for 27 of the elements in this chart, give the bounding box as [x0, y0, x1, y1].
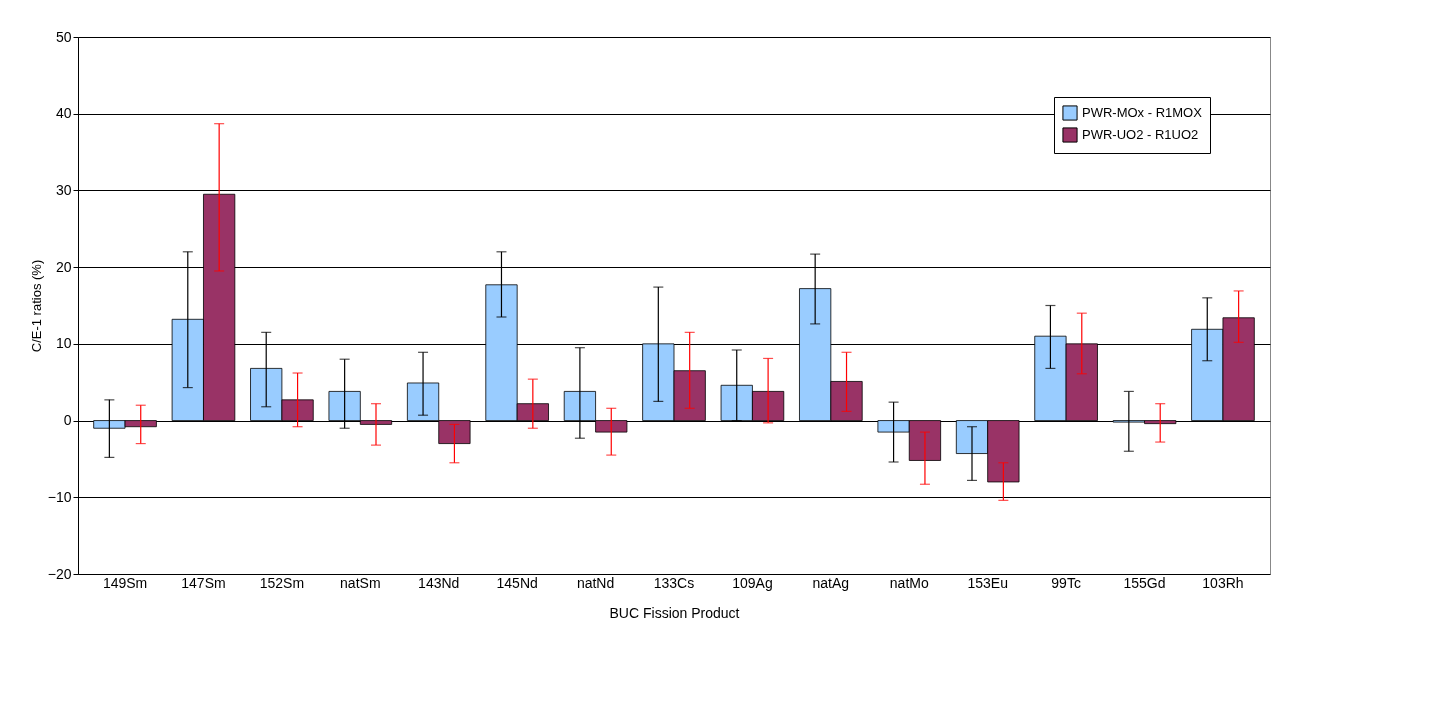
legend-label: PWR-UO2 - R1UO2: [1082, 127, 1199, 142]
x-tick-label: 143Nd: [418, 574, 460, 591]
y-tick-label: 50: [55, 28, 72, 45]
legend-label: PWR-MOx - R1MOX: [1082, 105, 1203, 120]
x-tick-label: 152Sm: [259, 574, 305, 591]
x-axis-title: BUC Fission Product: [609, 604, 740, 621]
x-tick-label: 155Gd: [1123, 574, 1166, 591]
x-tick-label: 145Nd: [496, 574, 538, 591]
x-tick-label: natSm: [340, 574, 381, 591]
x-tick-label: 149Sm: [102, 574, 148, 591]
x-tick-label: natAg: [812, 574, 850, 591]
x-tick-label: 109Ag: [732, 574, 773, 591]
y-tick-label: 40: [55, 105, 72, 122]
y-tick-label: 10: [55, 335, 72, 352]
y-tick-label: 0: [63, 412, 72, 429]
x-tick-label: natMo: [889, 574, 929, 591]
x-tick-label: 153Eu: [967, 574, 1008, 591]
y-tick-label: −10: [47, 488, 72, 505]
x-tick-label: 133Cs: [653, 574, 695, 591]
x-tick-label: 147Sm: [181, 574, 226, 591]
y-axis-title: C/E-1 ratios (%): [28, 259, 44, 353]
y-tick-label: −20: [47, 565, 72, 582]
x-tick-label: natNd: [576, 574, 615, 591]
y-tick-label: 20: [55, 258, 72, 275]
y-tick-label: 30: [55, 181, 72, 198]
x-tick-label: 99Tc: [1051, 574, 1081, 591]
x-tick-label: 103Rh: [1202, 574, 1244, 591]
